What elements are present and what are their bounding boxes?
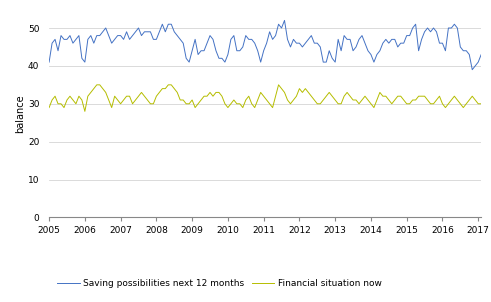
Financial situation now	[130, 102, 136, 106]
Saving possibilities next 12 months	[46, 60, 52, 64]
Financial situation now	[94, 83, 100, 87]
Line: Saving possibilities next 12 months: Saving possibilities next 12 months	[49, 21, 491, 73]
Financial situation now	[422, 95, 428, 98]
Saving possibilities next 12 months	[88, 34, 94, 37]
Financial situation now	[46, 106, 52, 109]
Line: Financial situation now: Financial situation now	[49, 85, 491, 111]
Legend: Saving possibilities next 12 months, Financial situation now: Saving possibilities next 12 months, Fin…	[54, 276, 385, 292]
Financial situation now	[91, 87, 97, 90]
Saving possibilities next 12 months	[487, 56, 491, 60]
Saving possibilities next 12 months	[419, 37, 425, 41]
Financial situation now	[82, 110, 88, 113]
Y-axis label: balance: balance	[15, 94, 25, 133]
Saving possibilities next 12 months	[281, 19, 287, 22]
Saving possibilities next 12 months	[124, 30, 130, 34]
Financial situation now	[490, 91, 491, 94]
